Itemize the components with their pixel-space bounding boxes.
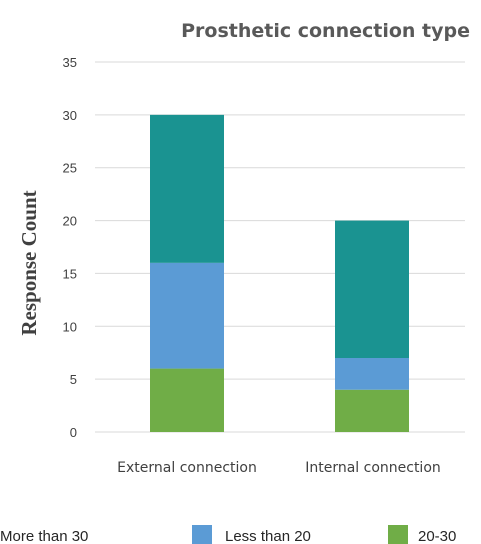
legend: More than 30 Less than 20 20-30 xyxy=(0,525,456,544)
bar-segment-20-30-2 xyxy=(335,389,409,432)
x-category-label: External connection xyxy=(117,460,257,476)
bar-segment-more-than-30-2 xyxy=(335,220,409,358)
y-tick-label: 5 xyxy=(70,372,77,387)
legend-swatch xyxy=(192,525,212,544)
chart-title: Prosthetic connection type xyxy=(181,20,470,42)
legend-label: Less than 20 xyxy=(225,528,311,544)
legend-label: More than 30 xyxy=(0,528,88,544)
bar-segment-less-than-20-2 xyxy=(335,358,409,390)
y-axis-label: Response Count xyxy=(17,190,41,335)
y-tick-label: 25 xyxy=(63,161,77,176)
legend-swatch xyxy=(388,525,408,544)
y-axis-ticks: 0 5 10 15 20 25 30 35 xyxy=(63,55,77,440)
bar-segment-more-than-30-1 xyxy=(150,114,224,263)
y-tick-label: 20 xyxy=(63,214,77,229)
y-tick-label: 10 xyxy=(63,319,77,334)
legend-label: 20-30 xyxy=(418,528,456,544)
bar-segment-less-than-20-1 xyxy=(150,262,224,369)
bar-segment-20-30-1 xyxy=(150,368,224,432)
y-tick-label: 0 xyxy=(70,425,77,440)
y-tick-label: 15 xyxy=(63,266,77,281)
bars xyxy=(150,114,409,432)
y-tick-label: 30 xyxy=(63,108,77,123)
x-axis-categories: External connection Internal connection xyxy=(117,460,441,476)
x-category-label: Internal connection xyxy=(305,460,441,476)
y-tick-label: 35 xyxy=(63,55,77,70)
